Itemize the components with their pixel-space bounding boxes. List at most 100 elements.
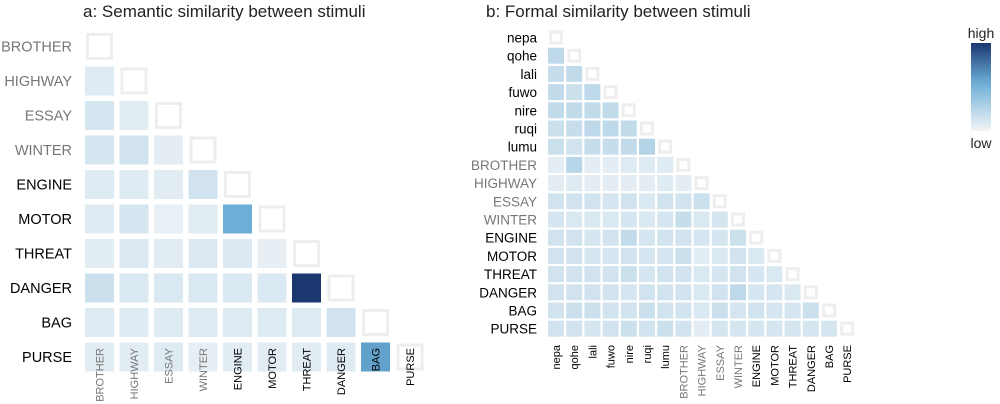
heatmap-cell — [85, 239, 114, 268]
heatmap-cell — [730, 284, 746, 301]
heatmap-cell — [154, 308, 183, 337]
heatmap-cell — [257, 308, 287, 337]
heatmap-cell — [766, 266, 783, 283]
heatmap-cell — [602, 211, 619, 228]
heatmap-cell — [730, 302, 746, 319]
diagonal-cell — [712, 194, 727, 209]
diagonal-cell — [396, 343, 424, 371]
heatmap-cell — [85, 342, 114, 372]
heatmap-cell — [154, 204, 183, 234]
heatmap-cell — [566, 84, 583, 101]
heatmap-cell — [802, 302, 819, 319]
heatmap-cell — [602, 266, 619, 283]
column-label: ESSAY — [164, 347, 176, 384]
heatmap-cell — [620, 138, 637, 155]
heatmap-cell — [711, 284, 728, 301]
heatmap-cell — [566, 102, 583, 119]
diagonal-cell — [640, 121, 654, 136]
heatmap-cell — [119, 308, 149, 337]
column-label: BAG — [824, 345, 836, 368]
row-label: PURSE — [490, 322, 537, 337]
heatmap-cell — [584, 138, 601, 155]
heatmap-cell — [602, 193, 619, 210]
heatmap-cell — [85, 101, 114, 130]
heatmap-cell — [657, 175, 674, 192]
heatmap-cell — [566, 266, 583, 283]
column-label: HIGHWAY — [697, 344, 709, 396]
heatmap-cell — [257, 342, 287, 372]
heatmap-cell — [548, 193, 564, 210]
row-label: BAG — [41, 316, 72, 332]
row-label: WINTER — [15, 143, 72, 159]
heatmap-cell — [602, 175, 619, 192]
heatmap-cell — [711, 247, 728, 264]
row-label: THREAT — [15, 247, 72, 263]
heatmap-cell — [566, 211, 583, 228]
diagonal-cell — [603, 85, 618, 100]
column-label: ENGINE — [751, 345, 763, 387]
heatmap-cell — [675, 193, 692, 210]
heatmap-cell — [620, 120, 637, 137]
heatmap-cell — [584, 302, 601, 319]
heatmap-cell — [548, 175, 564, 192]
column-label: BROTHER — [95, 348, 107, 402]
heatmap-cell — [602, 120, 619, 137]
diagonal-cell — [585, 66, 600, 81]
heatmap-cell — [639, 229, 655, 246]
heatmap-cell — [620, 320, 637, 337]
heatmap-cell — [657, 302, 674, 319]
heatmap-cell — [602, 320, 619, 337]
heatmap-cell — [657, 247, 674, 264]
heatmap-cell — [361, 342, 390, 372]
panel-b-title: b: Formal similarity between stimuli — [486, 2, 751, 21]
heatmap-cell — [223, 273, 252, 303]
column-label: BROTHER — [678, 345, 690, 399]
heatmap-cell — [188, 204, 218, 234]
column-label: WINTER — [733, 345, 745, 388]
heatmap-cell — [657, 320, 674, 337]
heatmap-cell — [620, 302, 637, 319]
heatmap-cell — [748, 266, 765, 283]
heatmap-cell — [566, 193, 583, 210]
heatmap-cell — [639, 156, 655, 173]
column-label: WINTER — [198, 348, 210, 391]
heatmap-cell — [711, 266, 728, 283]
column-label: MOTOR — [769, 345, 781, 386]
heatmap-cell — [154, 170, 183, 199]
heatmap-cell — [639, 211, 655, 228]
heatmap-cell — [711, 320, 728, 337]
heatmap-cell — [584, 175, 601, 192]
diagonal-cell — [676, 157, 691, 172]
heatmap-cell — [223, 342, 252, 372]
heatmap-cell — [566, 120, 583, 137]
heatmap-cell — [639, 266, 655, 283]
heatmap-cell — [85, 66, 114, 96]
heatmap-cell — [711, 229, 728, 246]
heatmap-cell — [326, 308, 356, 337]
heatmap-cell — [675, 302, 692, 319]
heatmap-cell — [566, 320, 583, 337]
column-label: fuwo — [606, 345, 618, 368]
heatmap-cell — [223, 204, 252, 234]
heatmap-cell — [548, 302, 564, 319]
column-label: PURSE — [405, 348, 417, 386]
heatmap-cell — [620, 211, 637, 228]
diagonal-cell — [189, 136, 217, 164]
heatmap-cell — [693, 229, 710, 246]
column-label: qohe — [569, 345, 581, 369]
heatmap-cell — [85, 204, 114, 234]
column-label: ENGINE — [233, 348, 245, 390]
heatmap-cell — [802, 320, 819, 337]
heatmap-cell — [584, 229, 601, 246]
heatmap-cell — [566, 138, 583, 155]
heatmap-cell — [766, 302, 783, 319]
heatmap-cell — [730, 320, 746, 337]
diagonal-cell — [767, 248, 782, 263]
row-label: nepa — [507, 31, 538, 46]
row-label: MOTOR — [18, 212, 72, 228]
diagonal-cell — [731, 212, 745, 227]
diagonal-cell — [694, 176, 709, 191]
heatmap-cell — [730, 247, 746, 264]
heatmap-cell — [119, 204, 149, 234]
